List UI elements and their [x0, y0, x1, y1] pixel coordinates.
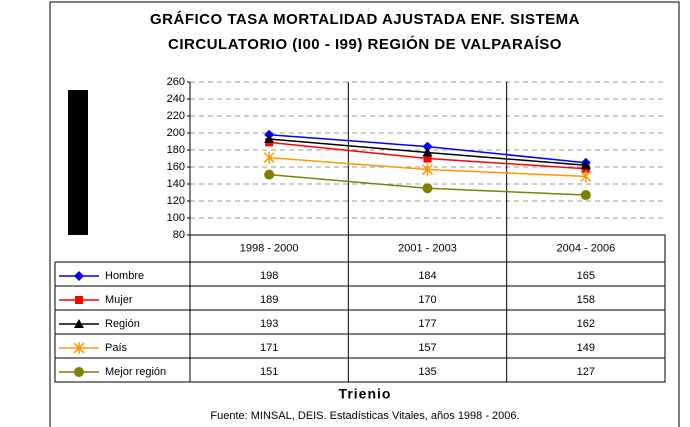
chart-title: GRÁFICO TASA MORTALIDAD AJUSTADA ENF. SI… — [150, 11, 580, 28]
x-tick-label: 1998 - 2000 — [240, 242, 299, 254]
table-cell: 151 — [260, 366, 278, 378]
table-cell: 170 — [418, 294, 436, 306]
x-tick-label: 2004 - 2006 — [556, 242, 615, 254]
marker — [263, 151, 275, 164]
marker — [580, 170, 592, 183]
x-tick-label: 2001 - 2003 — [398, 242, 457, 254]
table-cell: 157 — [418, 342, 436, 354]
table-cell: 127 — [577, 366, 595, 378]
source-note: Fuente: MINSAL, DEIS. Estadísticas Vital… — [210, 410, 519, 422]
y-tick-label: 180 — [167, 144, 185, 156]
y-tick-label: 220 — [167, 110, 185, 122]
y-tick-label: 200 — [167, 127, 185, 139]
marker — [264, 169, 275, 180]
y-tick-label: 240 — [167, 93, 185, 105]
table-cell: 149 — [577, 342, 595, 354]
marker — [422, 147, 433, 157]
marker — [422, 183, 433, 194]
table-cell: 184 — [418, 270, 436, 282]
x-axis-title: Trienio — [339, 386, 392, 402]
table-cell: 193 — [260, 318, 278, 330]
marker — [423, 154, 432, 163]
table-cell: 165 — [577, 270, 595, 282]
marker — [75, 296, 83, 304]
y-tick-label: 140 — [167, 178, 185, 190]
table-cell: 158 — [577, 294, 595, 306]
y-tick-label: 120 — [167, 195, 185, 207]
table-cell: 171 — [260, 342, 278, 354]
table-cell: 177 — [418, 318, 436, 330]
legend-label: Mujer — [105, 294, 133, 306]
y-tick-label: 160 — [167, 161, 185, 173]
redacted-y-label — [68, 90, 88, 235]
marker — [422, 141, 433, 152]
legend-label: País — [105, 342, 128, 354]
table-cell: 162 — [577, 318, 595, 330]
legend-label: Mejor región — [105, 366, 166, 378]
legend-label: Región — [105, 318, 140, 330]
table-cell: 189 — [260, 294, 278, 306]
marker — [264, 133, 275, 143]
y-tick-label: 100 — [167, 212, 185, 224]
table-cell: 135 — [418, 366, 436, 378]
marker — [421, 163, 434, 176]
marker — [74, 271, 84, 281]
chart-frame — [49, 1, 680, 427]
y-tick-label: 260 — [167, 76, 185, 88]
marker — [74, 319, 84, 328]
marker — [580, 160, 591, 170]
chart-title: CIRCULATORIO (I00 - I99) REGIÓN DE VALPA… — [168, 35, 562, 53]
marker — [74, 367, 84, 377]
table-cell: 198 — [260, 270, 278, 282]
y-tick-label: 80 — [173, 229, 185, 241]
marker — [580, 190, 591, 201]
legend-label: Hombre — [105, 270, 144, 282]
marker — [73, 342, 85, 354]
